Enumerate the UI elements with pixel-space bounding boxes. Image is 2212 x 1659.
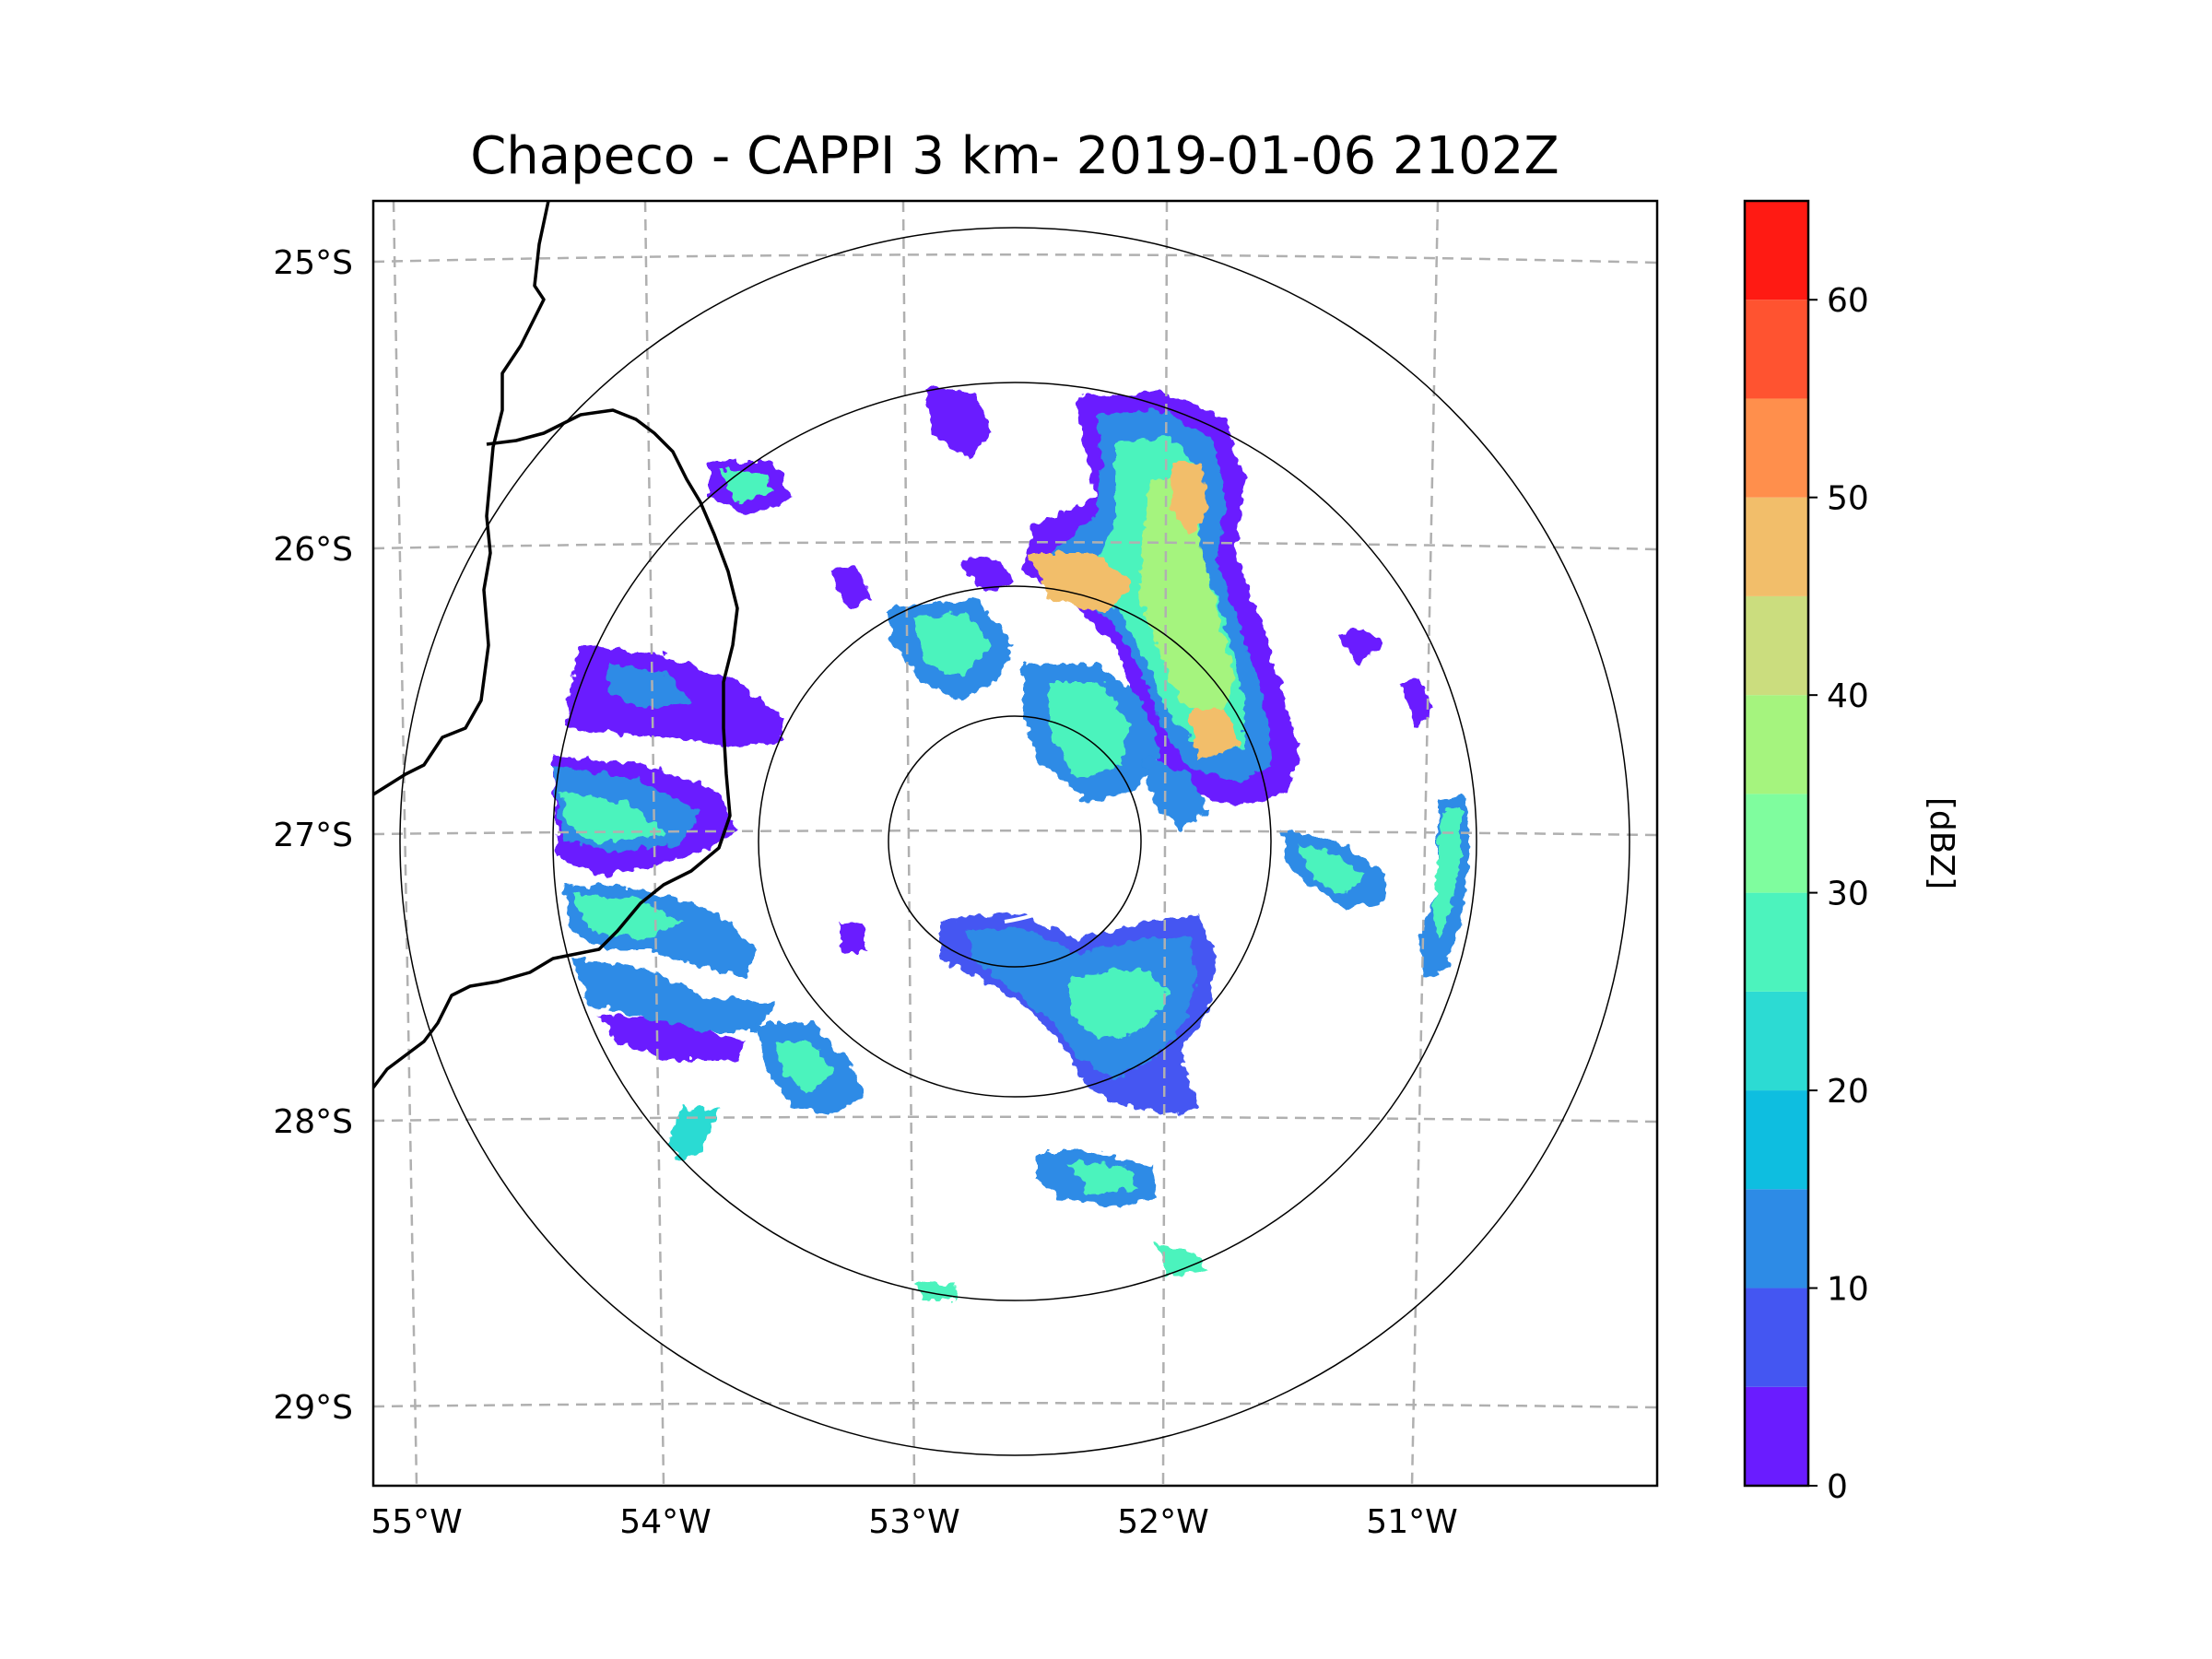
colorbar-tick-label: 20 [1827,1073,1869,1111]
colorbar-bins [1745,201,1808,1486]
colorbar-tick-label: 50 [1827,480,1869,518]
colorbar-tick-label: 10 [1827,1271,1869,1309]
colorbar-tick-label: 0 [1827,1468,1848,1506]
clutter-arcs [994,874,1094,924]
graticule [373,201,1657,1486]
lon-tick-label: 53°W [868,1503,959,1541]
map-frame [371,199,1659,1488]
colorbar-bin [1745,201,1808,300]
longitude-labels: 55°W 54°W 53°W 52°W 51°W [371,1503,1457,1541]
colorbar-bin [1745,1386,1808,1486]
colorbar-bin [1745,794,1808,893]
colorbar-bin [1745,595,1808,696]
lat-tick-label: 26°S [273,531,353,569]
colorbar-bin [1745,1090,1808,1190]
map-panel: 55°W 54°W 53°W 52°W 51°W 25°S 26°S 27°S … [273,199,1659,1541]
lat-tick-label: 27°S [273,817,353,854]
colorbar-ticks: 0 10 20 30 40 50 60 [1808,282,1869,1506]
lon-tick-label: 52°W [1117,1503,1208,1541]
colorbar-label: [dBZ] [1923,797,1960,889]
colorbar-bin [1745,1288,1808,1387]
lat-tick-label: 29°S [273,1389,353,1427]
lon-tick-label: 55°W [371,1503,462,1541]
lat-tick-label: 25°S [273,244,353,282]
figure-title: Chapeco - CAPPI 3 km- 2019-01-06 2102Z [470,126,1559,186]
lon-tick-label: 54°W [619,1503,711,1541]
colorbar-bin [1745,695,1808,794]
colorbar-bin [1745,991,1808,1091]
range-rings [399,227,1630,1456]
latitude-labels: 25°S 26°S 27°S 28°S 29°S [273,244,353,1427]
state-borders [373,201,739,1089]
colorbar-bin [1745,1189,1808,1288]
lat-tick-label: 28°S [273,1103,353,1141]
colorbar-frame [1743,199,1810,1488]
colorbar: 0 10 20 30 40 50 60 [dBZ] [1743,199,1960,1506]
colorbar-tick-label: 30 [1827,876,1869,913]
lon-tick-label: 51°W [1366,1503,1457,1541]
colorbar-tick-label: 60 [1827,282,1869,320]
colorbar-tick-label: 40 [1827,677,1869,715]
colorbar-bin [1745,398,1808,498]
colorbar-bin [1745,497,1808,596]
colorbar-bin [1745,300,1808,399]
colorbar-bin [1745,892,1808,992]
